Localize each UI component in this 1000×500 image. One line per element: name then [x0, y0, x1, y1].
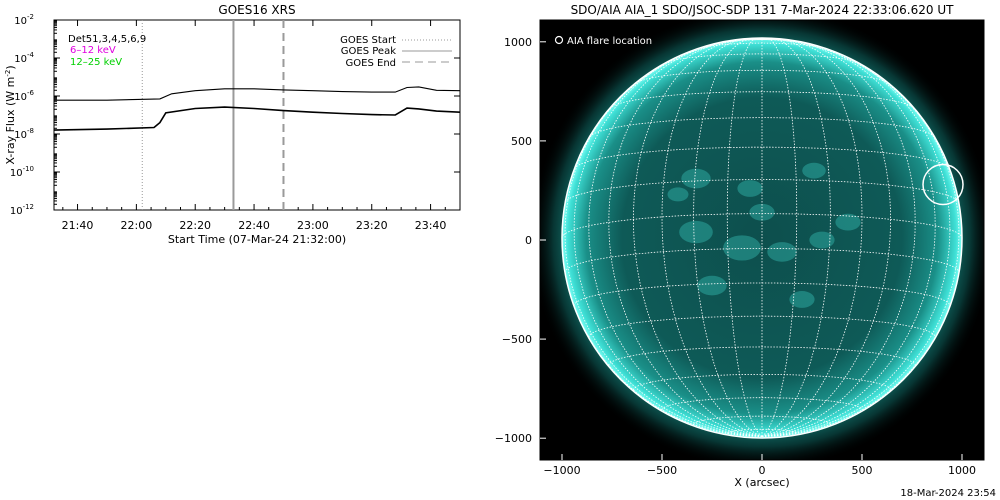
goes-x-tick-label: 22:00: [121, 219, 153, 232]
sun-limb: [561, 37, 963, 439]
legend-label-goes-peak: GOES Peak: [341, 46, 396, 57]
active-region-blob: [767, 242, 797, 262]
goes-y-tick-label: 10-4: [14, 51, 34, 65]
grid-parallel: [589, 117, 935, 137]
active-region-blob: [697, 275, 727, 296]
goes-x-ticks: 21:40 22:00 22:20 22:40 23:00 23:20 23:40: [62, 20, 447, 232]
legend-label-goes-end: GOES End: [346, 58, 396, 69]
goes-x-axis-label: Start Time (07-Mar-24 21:32:00): [168, 233, 346, 246]
goes-y-tick-label: 10-10: [10, 165, 34, 179]
goes-energy-label-6-12: 6–12 keV: [70, 45, 116, 56]
goes-y-axis-label: X-ray Flux (W m-2): [4, 65, 17, 164]
grid-meridian: [564, 39, 763, 437]
footer-timestamp: 18-Mar-2024 23:54: [900, 488, 996, 499]
grid-parallel: [562, 213, 962, 239]
goes-x-tick-label: 23:40: [415, 219, 447, 232]
grid-meridian: [761, 38, 798, 437]
aia-y-tick-label: 0: [525, 234, 532, 247]
aia-y-tick-label: −500: [502, 333, 532, 346]
grid-parallel: [573, 282, 951, 306]
aia-x-tick-label: 0: [759, 464, 766, 477]
aia-y-ticks: 1000 500 0 −500 −1000: [495, 36, 546, 445]
heliographic-grid: [562, 38, 962, 437]
aia-legend-flare-location: AIA flare location: [567, 36, 652, 47]
grid-parallel: [608, 346, 916, 366]
aia-x-tick-label: 500: [852, 464, 873, 477]
goes-annotation-detectors: Det51,3,4,5,6,9: [68, 34, 146, 45]
legend-label-goes-start: GOES Start: [340, 35, 396, 46]
active-region-blob: [749, 203, 775, 221]
aia-y-tick-label: 1000: [504, 36, 532, 49]
aia-x-tick-label: 1000: [948, 464, 976, 477]
grid-meridian: [761, 38, 951, 437]
aia-x-tick-label: −1000: [543, 464, 580, 477]
aia-x-tick-label: −500: [647, 464, 677, 477]
goes-y-tick-label: 10-8: [14, 127, 34, 141]
grid-parallel: [609, 91, 915, 109]
goes-title: GOES16 XRS: [218, 3, 295, 17]
goes-energy-label-12-25: 12–25 keV: [70, 57, 122, 68]
goes-y-ticks: 10-2 10-4 10-6 10-8 10-10 10-12: [10, 13, 460, 217]
active-region-blob: [789, 291, 815, 308]
flare-location-circle: [922, 163, 964, 206]
flare-legend-icon: [554, 35, 564, 45]
goes-plot-frame: [53, 19, 461, 211]
grid-parallel: [588, 315, 936, 338]
aia-x-ticks: −1000 −500 0 500 1000: [543, 454, 976, 477]
goes-y-tick-label: 10-2: [14, 13, 34, 27]
goes-x-tick-label: 22:40: [238, 219, 270, 232]
aia-panel: SDO/AIA AIA_1 SDO/JSOC-SDP 131 7-Mar-202…: [495, 3, 985, 489]
grid-parallel: [564, 248, 960, 273]
aia-y-tick-label: 500: [511, 135, 532, 148]
goes-legend: GOES Start GOES Peak GOES End: [340, 35, 452, 69]
active-region-blob: [737, 180, 763, 197]
grid-meridian: [573, 38, 763, 437]
goes-y-tick-label: 10-6: [14, 89, 34, 103]
active-region-blob: [667, 187, 689, 202]
active-region-blob: [723, 235, 761, 261]
active-region-blob: [802, 162, 826, 179]
goes-curves: [54, 86, 460, 131]
aia-image: [540, 20, 984, 460]
active-region-blob: [681, 168, 711, 189]
grid-parallel: [665, 53, 859, 64]
grid-parallel: [697, 42, 827, 49]
grid-parallel: [634, 69, 890, 84]
grid-parallel: [661, 397, 863, 410]
aia-title: SDO/AIA AIA_1 SDO/JSOC-SDP 131 7-Mar-202…: [571, 3, 955, 17]
goes-panel: GOES16 XRS 21:40 22:00 22:20 22:40 23:00 23:2…: [4, 3, 461, 246]
goes-event-markers: [141, 20, 285, 210]
grid-parallel: [693, 415, 831, 425]
goes-series-upper-curve: [54, 86, 460, 101]
grid-meridian: [761, 39, 960, 437]
active-region-blob: [835, 213, 861, 231]
active-region-blob: [809, 231, 835, 249]
aia-y-tick-label: −1000: [495, 432, 532, 445]
goes-x-tick-label: 22:20: [179, 219, 211, 232]
goes-x-tick-label: 21:40: [62, 219, 94, 232]
active-regions: [667, 162, 861, 308]
grid-parallel: [633, 374, 891, 391]
active-region-blob: [679, 220, 713, 244]
goes-x-tick-label: 23:20: [356, 219, 388, 232]
goes-y-tick-label: 10-12: [10, 203, 34, 217]
goes-series-lower-curve: [54, 106, 460, 131]
aia-x-axis-label: X (arcsec): [734, 476, 789, 489]
grid-parallel: [573, 146, 951, 170]
goes-x-tick-label: 23:00: [297, 219, 329, 232]
